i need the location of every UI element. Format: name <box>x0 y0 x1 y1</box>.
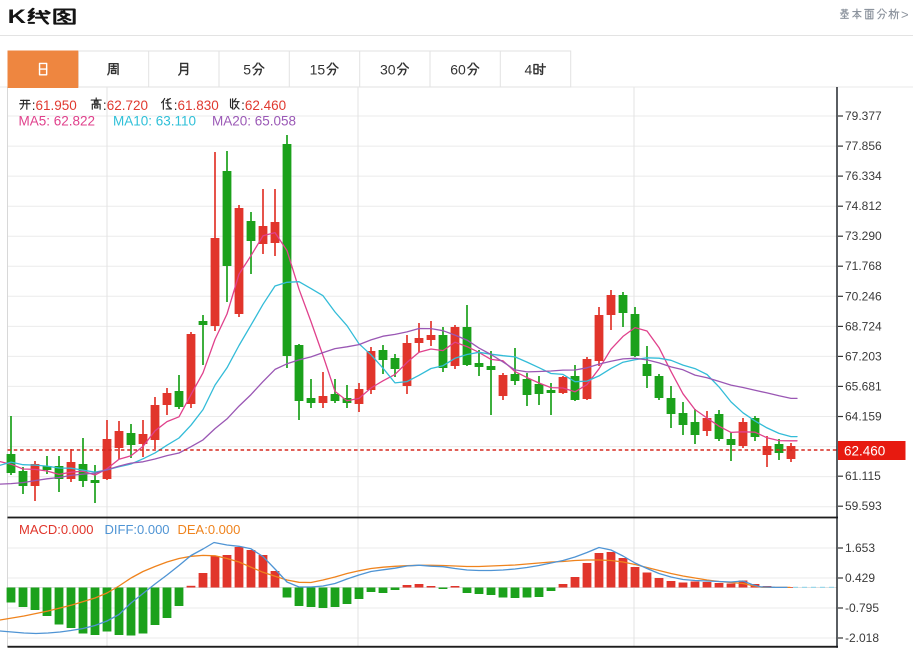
svg-text:67.203: 67.203 <box>845 349 882 363</box>
svg-text:MACD:0.000: MACD:0.000 <box>19 522 93 537</box>
svg-text:MA5: 62.822: MA5: 62.822 <box>19 114 96 129</box>
svg-text:77.856: 77.856 <box>845 139 882 153</box>
svg-text:MA20: 65.058: MA20: 65.058 <box>212 114 296 129</box>
svg-text:61.830: 61.830 <box>178 98 219 113</box>
svg-text:59.593: 59.593 <box>845 499 882 513</box>
svg-text:MA10: 63.110: MA10: 63.110 <box>113 114 196 129</box>
svg-text:5: 5 <box>243 62 251 78</box>
svg-text::: : <box>241 98 245 113</box>
svg-text:DEA:0.000: DEA:0.000 <box>178 522 241 537</box>
svg-text:K: K <box>8 6 27 28</box>
svg-text:4: 4 <box>525 62 533 78</box>
svg-text:68.724: 68.724 <box>845 319 882 333</box>
svg-text:1.653: 1.653 <box>845 541 875 555</box>
svg-text:65.681: 65.681 <box>845 379 882 393</box>
svg-text::: : <box>174 98 178 113</box>
svg-text:-0.795: -0.795 <box>845 601 879 615</box>
svg-text:0.429: 0.429 <box>845 571 875 585</box>
svg-text::: : <box>103 98 107 113</box>
svg-text:15: 15 <box>310 62 326 78</box>
svg-text:62.460: 62.460 <box>844 444 885 459</box>
svg-text:73.290: 73.290 <box>845 229 882 243</box>
svg-text:64.159: 64.159 <box>845 410 882 424</box>
svg-text:61.950: 61.950 <box>36 98 77 113</box>
svg-text:60: 60 <box>450 62 466 78</box>
svg-text:-2.018: -2.018 <box>845 631 879 645</box>
svg-text:71.768: 71.768 <box>845 259 882 273</box>
svg-text:74.812: 74.812 <box>845 199 882 213</box>
svg-text:61.115: 61.115 <box>845 469 881 483</box>
svg-text:76.334: 76.334 <box>845 169 882 183</box>
svg-text:DIFF:0.000: DIFF:0.000 <box>105 522 170 537</box>
svg-text::: : <box>32 98 36 113</box>
svg-text:>: > <box>901 7 909 22</box>
svg-text:70.246: 70.246 <box>845 289 882 303</box>
svg-text:62.460: 62.460 <box>245 98 286 113</box>
svg-text:79.377: 79.377 <box>845 109 882 123</box>
svg-text:30: 30 <box>380 62 396 78</box>
svg-text:62.720: 62.720 <box>107 98 148 113</box>
